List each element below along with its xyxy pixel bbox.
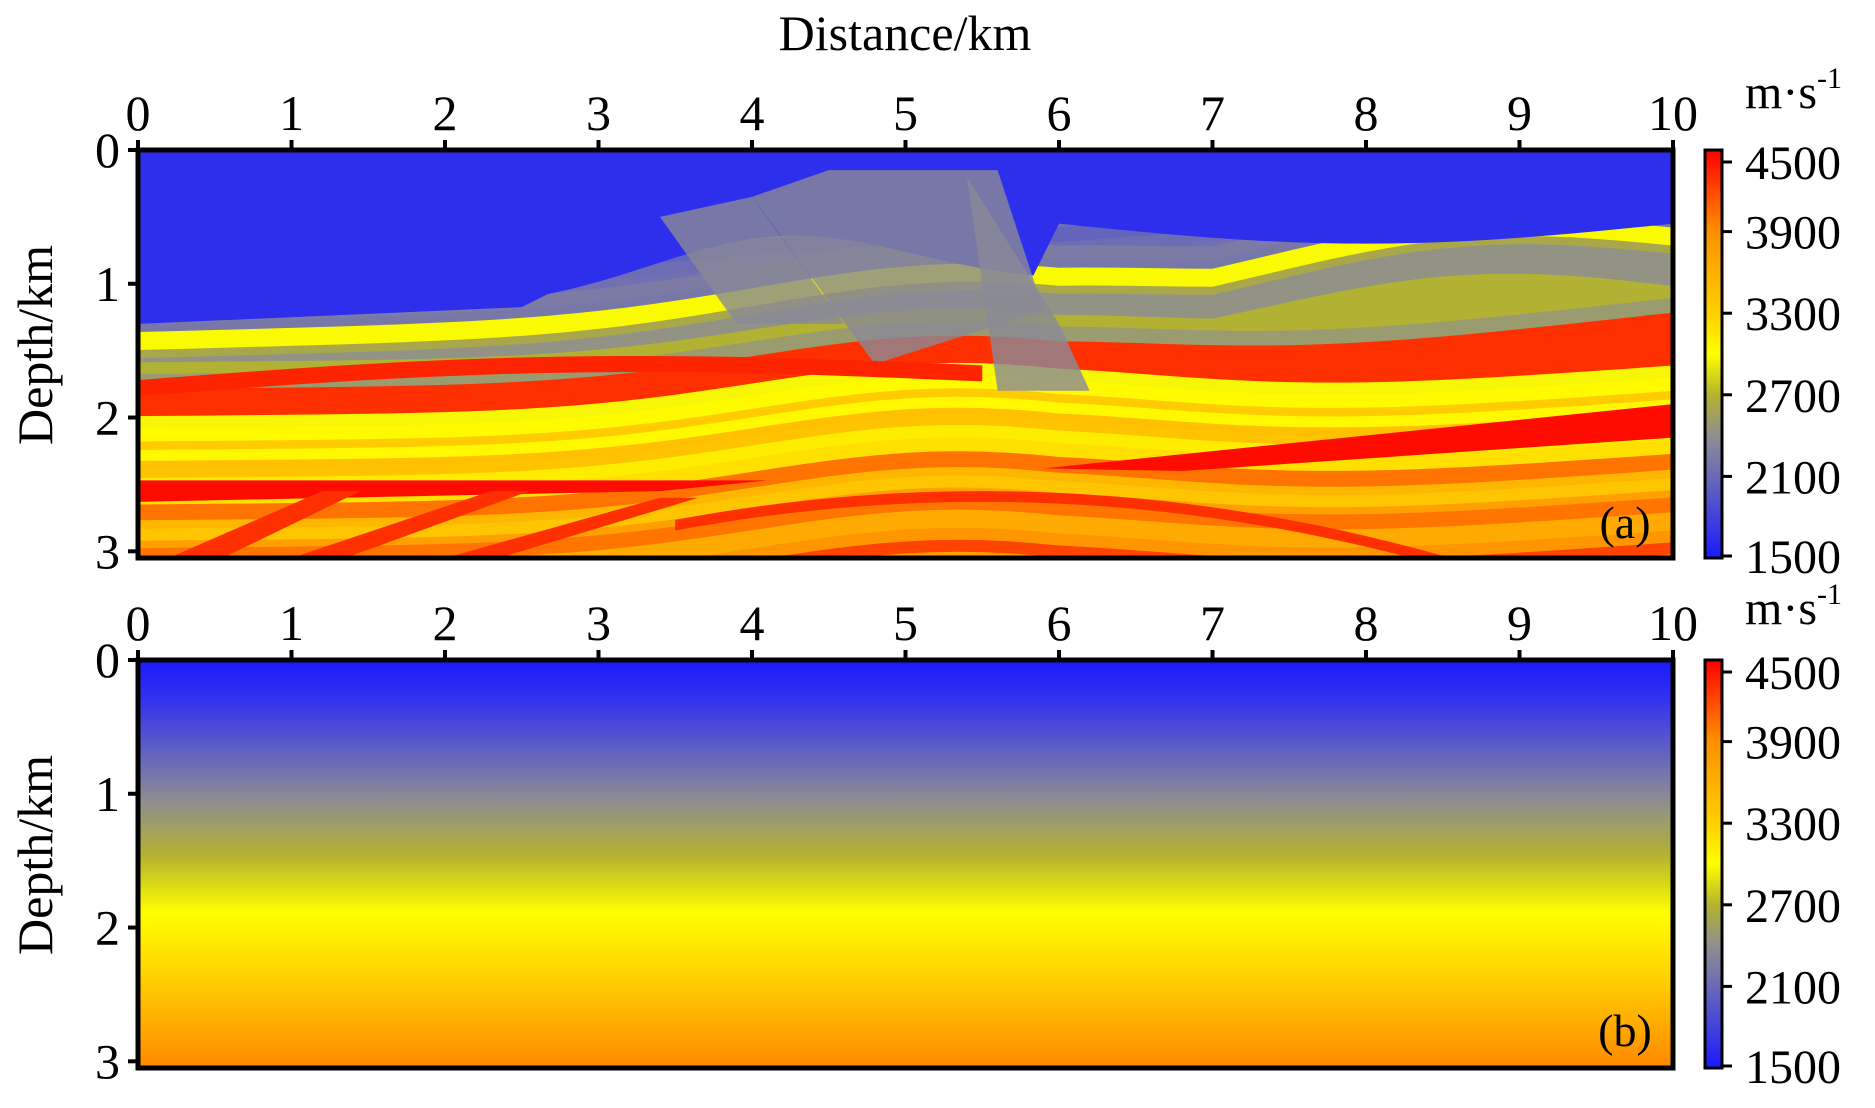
strata-band: [138, 236, 1673, 361]
x-tick-label: 0: [126, 595, 151, 651]
colorbar-tick-label: 3900: [1745, 207, 1841, 260]
colorbar-tick-label: 1500: [1745, 531, 1841, 584]
colorbar-a-unit-exp: -1: [1817, 62, 1842, 95]
x-tick-label: 7: [1200, 85, 1225, 141]
x-tick-label: 10: [1648, 85, 1698, 141]
strata-band: [138, 312, 1673, 401]
fault-block: [752, 170, 1044, 365]
panel-b-label: (b): [1598, 1005, 1652, 1056]
panel-b-image: [138, 660, 1673, 1068]
strata-band: [138, 424, 1673, 494]
panel-b-yticks: 0 1 2 3: [95, 632, 138, 1089]
x-tick-label: 7: [1200, 595, 1225, 651]
colorbar-b-unit-exp: -1: [1817, 578, 1842, 611]
colorbar-a-unit: m·s-1: [1745, 62, 1842, 119]
colorbar-tick-label: 2100: [1745, 451, 1841, 504]
colorbar-tick-label: 1500: [1745, 1041, 1841, 1094]
x-tick-label: 8: [1354, 595, 1379, 651]
panel-a-xlabel: Distance/km: [779, 5, 1032, 61]
panel-a-label: (a): [1599, 497, 1650, 548]
panel-b-colorbar: 4500 3900 3300 2700 2100 1500 m·s-1: [1703, 578, 1842, 1094]
strata-band: [138, 467, 1673, 532]
deep-streak: [445, 497, 699, 558]
panel-a-colorbar: 4500 3900 3300 2700 2100 1500 m·s-1: [1703, 62, 1842, 584]
dipping-high-velocity-layer: [1043, 404, 1673, 472]
velocity-layers: [138, 150, 1673, 558]
x-tick-label: 6: [1047, 85, 1072, 141]
deep-streak: [168, 491, 361, 558]
colorbar-tick-label: 3300: [1745, 288, 1841, 341]
colorbar-tick-label: 3900: [1745, 717, 1841, 770]
fault-block: [659, 196, 845, 324]
y-tick-label: 3: [95, 1033, 120, 1089]
strata-band: [138, 209, 1673, 335]
colorbar-tick-label: 2700: [1745, 370, 1841, 423]
y-tick-label: 0: [95, 632, 120, 688]
x-tick-label: 5: [893, 595, 918, 651]
strata-band: [138, 487, 1673, 551]
panel-a-image: [138, 150, 1673, 558]
x-tick-label: 3: [586, 595, 611, 651]
x-tick-label: 4: [740, 85, 765, 141]
panel-b-xticks: 0 1 2 3 4 5 6 7 8 9 10: [126, 595, 1698, 660]
strata-band: [138, 273, 1673, 377]
high-velocity-bed-left: [138, 355, 983, 397]
y-tick-label: 3: [95, 523, 120, 579]
panel-b-ylabel: Depth/km: [7, 755, 63, 955]
colorbar-b-unit-text: m·s: [1745, 582, 1817, 635]
y-tick-label: 2: [95, 900, 120, 956]
x-tick-label: 2: [433, 85, 458, 141]
colorbar-tick-label: 4500: [1745, 647, 1841, 700]
strata-band: [138, 451, 1673, 523]
colorbar-b-bar: [1703, 658, 1724, 1070]
x-tick-label: 0: [126, 85, 151, 141]
fault-block: [966, 176, 1090, 391]
colorbar-a-ticks: 4500 3900 3300 2700 2100 1500: [1722, 137, 1841, 584]
colorbar-a-bar: [1703, 148, 1724, 560]
colorbar-tick-label: 2700: [1745, 880, 1841, 933]
anticline-arc: [675, 491, 1451, 558]
x-tick-label: 10: [1648, 595, 1698, 651]
strata-band: [138, 362, 1673, 431]
colorbar-tick-label: 2100: [1745, 961, 1841, 1014]
y-tick-label: 2: [95, 390, 120, 446]
panel-a-xticks: 0 1 2 3 4 5 6 7 8 9 10: [126, 85, 1698, 150]
y-tick-label: 0: [95, 122, 120, 178]
x-tick-label: 9: [1507, 85, 1532, 141]
colorbar-tick-label: 4500: [1745, 137, 1841, 190]
panel-b: Depth/km 0 1 2 3 4 5 6 7 8 9 10 0 1 2 3 (b) 4500 3900 3…: [7, 578, 1842, 1094]
colorbar-b-unit: m·s-1: [1745, 578, 1842, 635]
strata-band: [138, 407, 1673, 472]
panel-a-ylabel: Depth/km: [7, 245, 63, 445]
colorbar-a-unit-text: m·s: [1745, 66, 1817, 119]
colorbar-tick-label: 3300: [1745, 798, 1841, 851]
x-tick-label: 8: [1354, 85, 1379, 141]
x-tick-label: 6: [1047, 595, 1072, 651]
x-tick-label: 9: [1507, 595, 1532, 651]
x-tick-label: 1: [279, 595, 304, 651]
strata-band: [686, 527, 1673, 558]
strata-band: [138, 344, 1673, 419]
x-tick-label: 3: [586, 85, 611, 141]
deep-streak: [291, 491, 530, 558]
x-tick-label: 5: [893, 85, 918, 141]
strata-band: [138, 388, 1673, 453]
salt-bed-left: [138, 480, 768, 502]
x-tick-label: 2: [433, 595, 458, 651]
strata-band: [138, 415, 1673, 481]
panel-a-yticks: 0 1 2 3: [95, 122, 138, 579]
x-tick-label: 1: [279, 85, 304, 141]
colorbar-b-ticks: 4500 3900 3300 2700 2100 1500: [1722, 647, 1841, 1094]
y-tick-label: 1: [95, 256, 120, 312]
panel-a: Distance/km Depth/km 0 1 2 3 4 5 6 7 8 9 10 0 1 2 3 (…: [7, 5, 1842, 584]
y-tick-label: 1: [95, 766, 120, 822]
strata-band: [138, 396, 1673, 464]
strata-band: [138, 374, 1673, 445]
strata-band: [138, 475, 1673, 544]
x-tick-label: 4: [740, 595, 765, 651]
